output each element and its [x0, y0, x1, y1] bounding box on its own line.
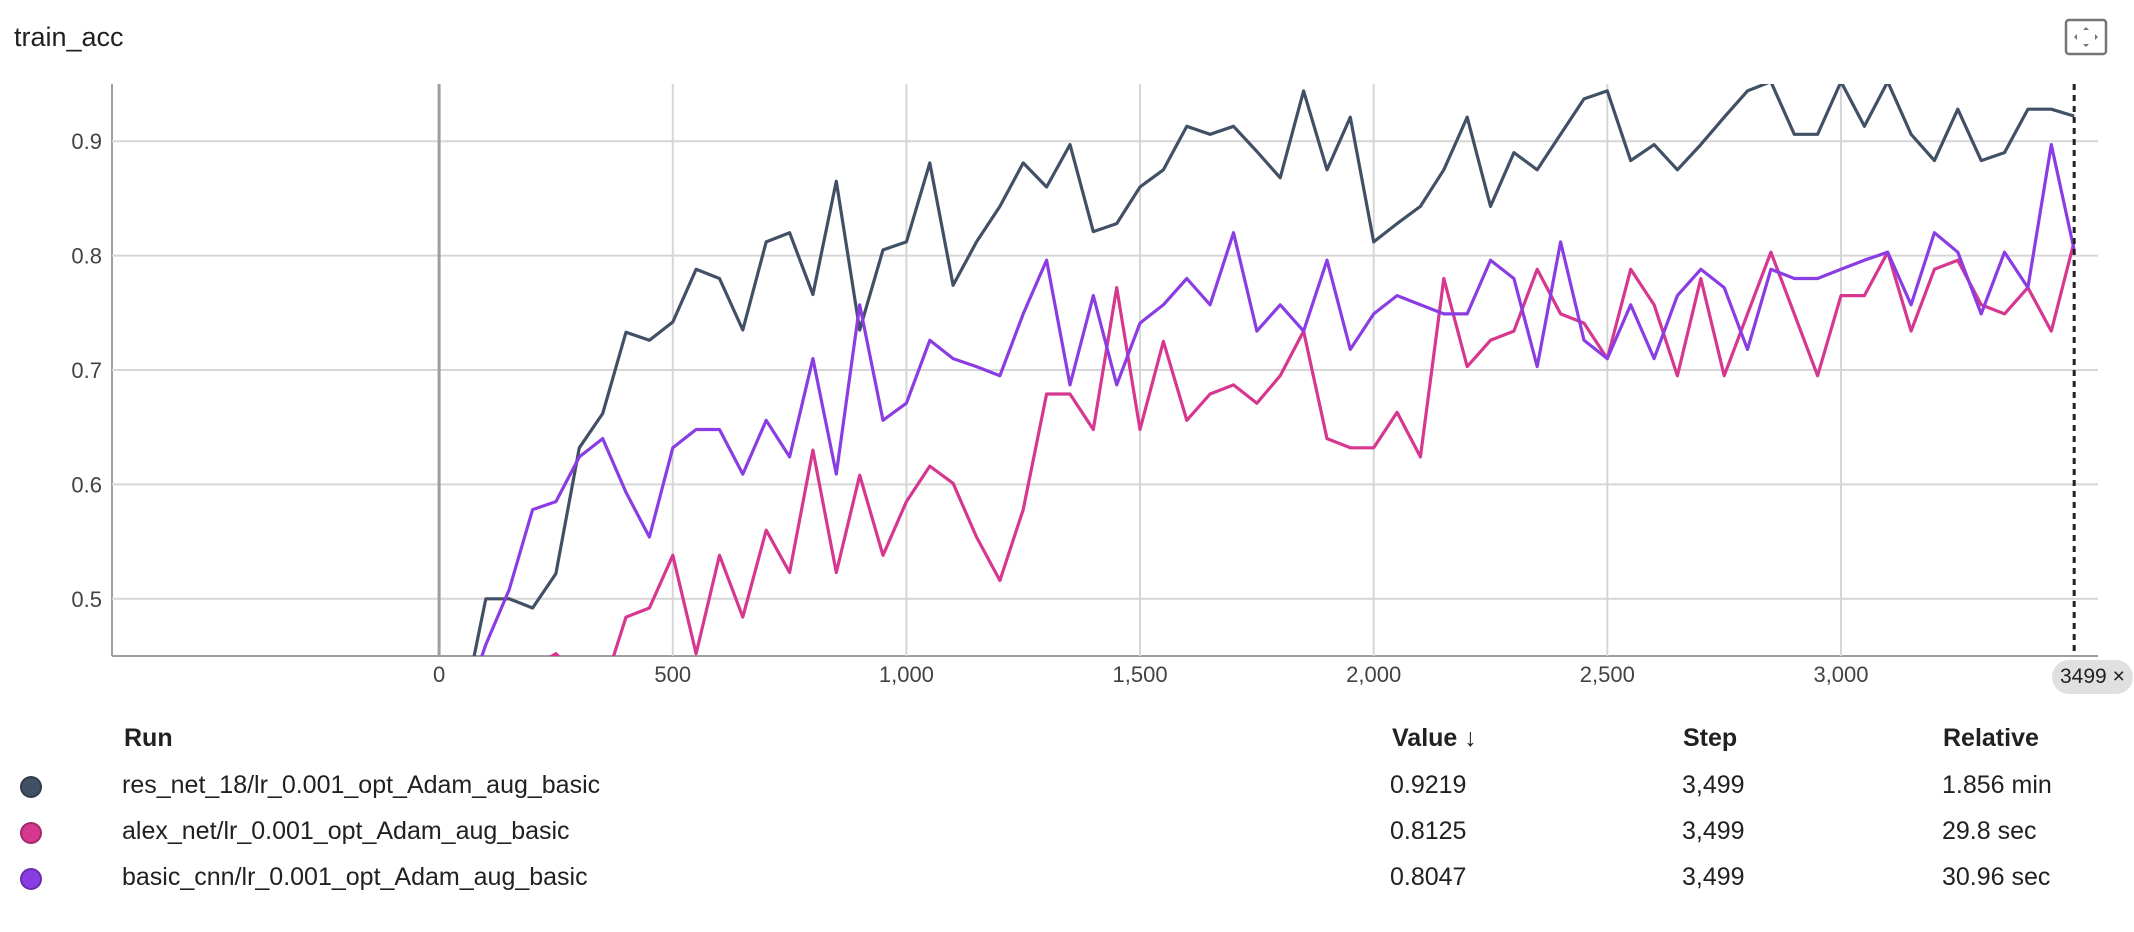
- run-value: 0.9219: [1390, 771, 1467, 799]
- step-cursor-label: 3499: [2060, 665, 2107, 688]
- run-relative: 1.856 min: [1942, 771, 2052, 799]
- series-line: [548, 240, 2076, 656]
- series-lines: [472, 84, 2076, 656]
- header-run[interactable]: Run: [124, 724, 173, 752]
- y-tick-label: 0.8: [71, 244, 102, 269]
- run-relative: 30.96 sec: [1942, 863, 2051, 891]
- run-value: 0.8125: [1390, 817, 1467, 845]
- run-name: basic_cnn/lr_0.001_opt_Adam_aug_basic: [122, 863, 588, 891]
- y-tick-label: 0.9: [71, 129, 102, 154]
- y-tick-label: 0.5: [71, 587, 102, 612]
- header-value[interactable]: Value ↓: [1392, 724, 1477, 752]
- x-tick-label: 3,000: [1813, 662, 1868, 687]
- run-color-dot[interactable]: [20, 776, 42, 798]
- series-line: [472, 84, 2075, 656]
- x-tick-label: 2,000: [1346, 662, 1401, 687]
- run-name: res_net_18/lr_0.001_opt_Adam_aug_basic: [122, 771, 601, 799]
- y-tick-label: 0.6: [71, 472, 102, 497]
- close-icon[interactable]: ×: [2112, 665, 2125, 688]
- x-tick-label: 0: [433, 662, 445, 687]
- run-step: 3,499: [1682, 771, 1745, 799]
- fullscreen-icon: [2064, 18, 2108, 56]
- line-chart[interactable]: 0.5 0.6 0.7 0.8 0.9 0 500 1,000 1,500 2,000 2,500 3…: [0, 0, 2134, 700]
- axis-ticks: 0.5 0.6 0.7 0.8 0.9 0 500 1,000 1,500 2,000 2,500 3…: [71, 129, 1868, 687]
- fullscreen-button[interactable]: [2064, 18, 2108, 58]
- run-name: alex_net/lr_0.001_opt_Adam_aug_basic: [122, 817, 570, 845]
- run-value: 0.8047: [1390, 863, 1467, 891]
- header-relative[interactable]: Relative: [1943, 724, 2039, 752]
- run-step: 3,499: [1682, 817, 1745, 845]
- table-row[interactable]: res_net_18/lr_0.001_opt_Adam_aug_basic 0…: [0, 763, 2134, 807]
- step-cursor-badge[interactable]: 3499 ×: [2052, 660, 2133, 694]
- run-relative: 29.8 sec: [1942, 817, 2037, 845]
- x-tick-label: 2,500: [1580, 662, 1635, 687]
- table-row[interactable]: alex_net/lr_0.001_opt_Adam_aug_basic 0.8…: [0, 809, 2134, 853]
- card-title: train_acc: [14, 22, 124, 52]
- y-tick-label: 0.7: [71, 358, 102, 383]
- table-row[interactable]: basic_cnn/lr_0.001_opt_Adam_aug_basic 0.…: [0, 855, 2134, 899]
- run-color-dot[interactable]: [20, 822, 42, 844]
- x-tick-label: 500: [654, 662, 691, 687]
- header-step[interactable]: Step: [1683, 724, 1738, 752]
- x-tick-label: 1,500: [1113, 662, 1168, 687]
- grid-lines: [111, 84, 2098, 657]
- run-color-dot[interactable]: [20, 868, 42, 890]
- x-tick-label: 1,000: [879, 662, 934, 687]
- series-line: [480, 143, 2076, 656]
- run-step: 3,499: [1682, 863, 1745, 891]
